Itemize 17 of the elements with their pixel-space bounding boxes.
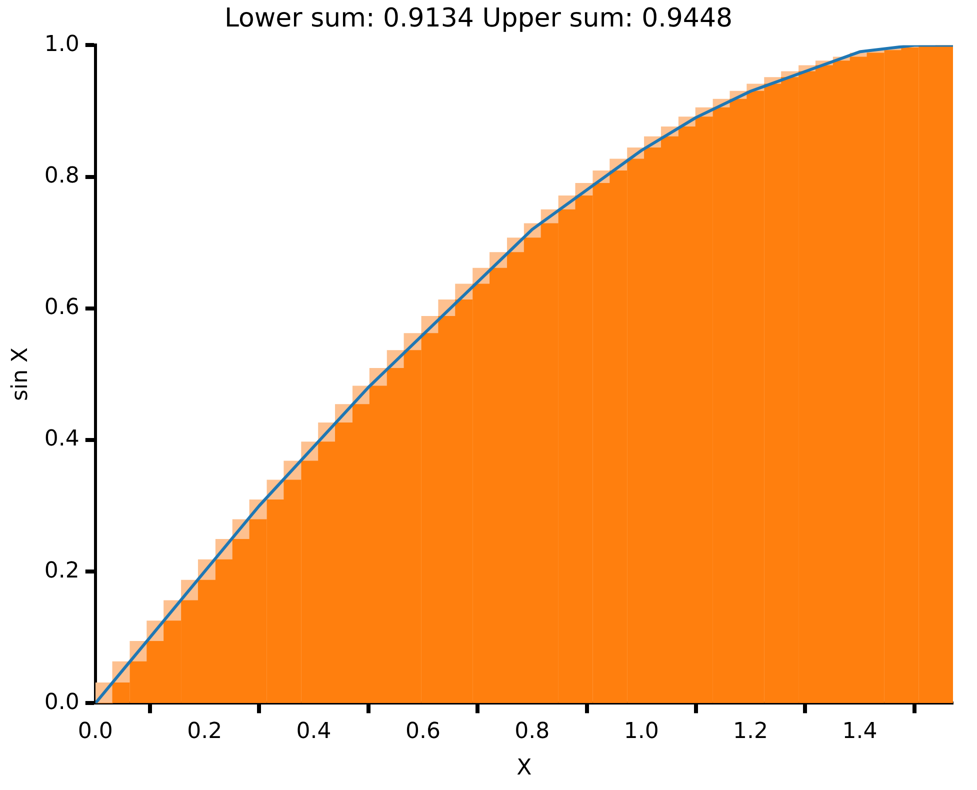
y-tick-label: 0.8 (44, 164, 80, 189)
x-tick-label: 0.8 (514, 719, 550, 744)
x-tick-label: 1.0 (624, 719, 659, 744)
x-tick-label: 0.6 (405, 719, 440, 744)
y-tick-label: 0.4 (44, 426, 80, 452)
chart-title: Lower sum: 0.9134 Upper sum: 0.9448 (224, 3, 733, 34)
x-tick-label: 1.4 (842, 719, 878, 744)
y-tick-label: 0.6 (44, 295, 80, 320)
y-axis-title: sin X (8, 347, 33, 401)
x-tick-label: 0.2 (187, 719, 222, 744)
y-tick-label: 0.0 (44, 690, 80, 715)
y-tick-label: 1.0 (44, 32, 80, 57)
x-tick-label: 0.4 (296, 719, 332, 744)
x-axis-title: X (516, 756, 532, 781)
y-tick-label: 0.2 (44, 558, 80, 584)
x-tick-label: 0.0 (78, 719, 113, 744)
x-tick-label: 1.2 (733, 719, 768, 744)
